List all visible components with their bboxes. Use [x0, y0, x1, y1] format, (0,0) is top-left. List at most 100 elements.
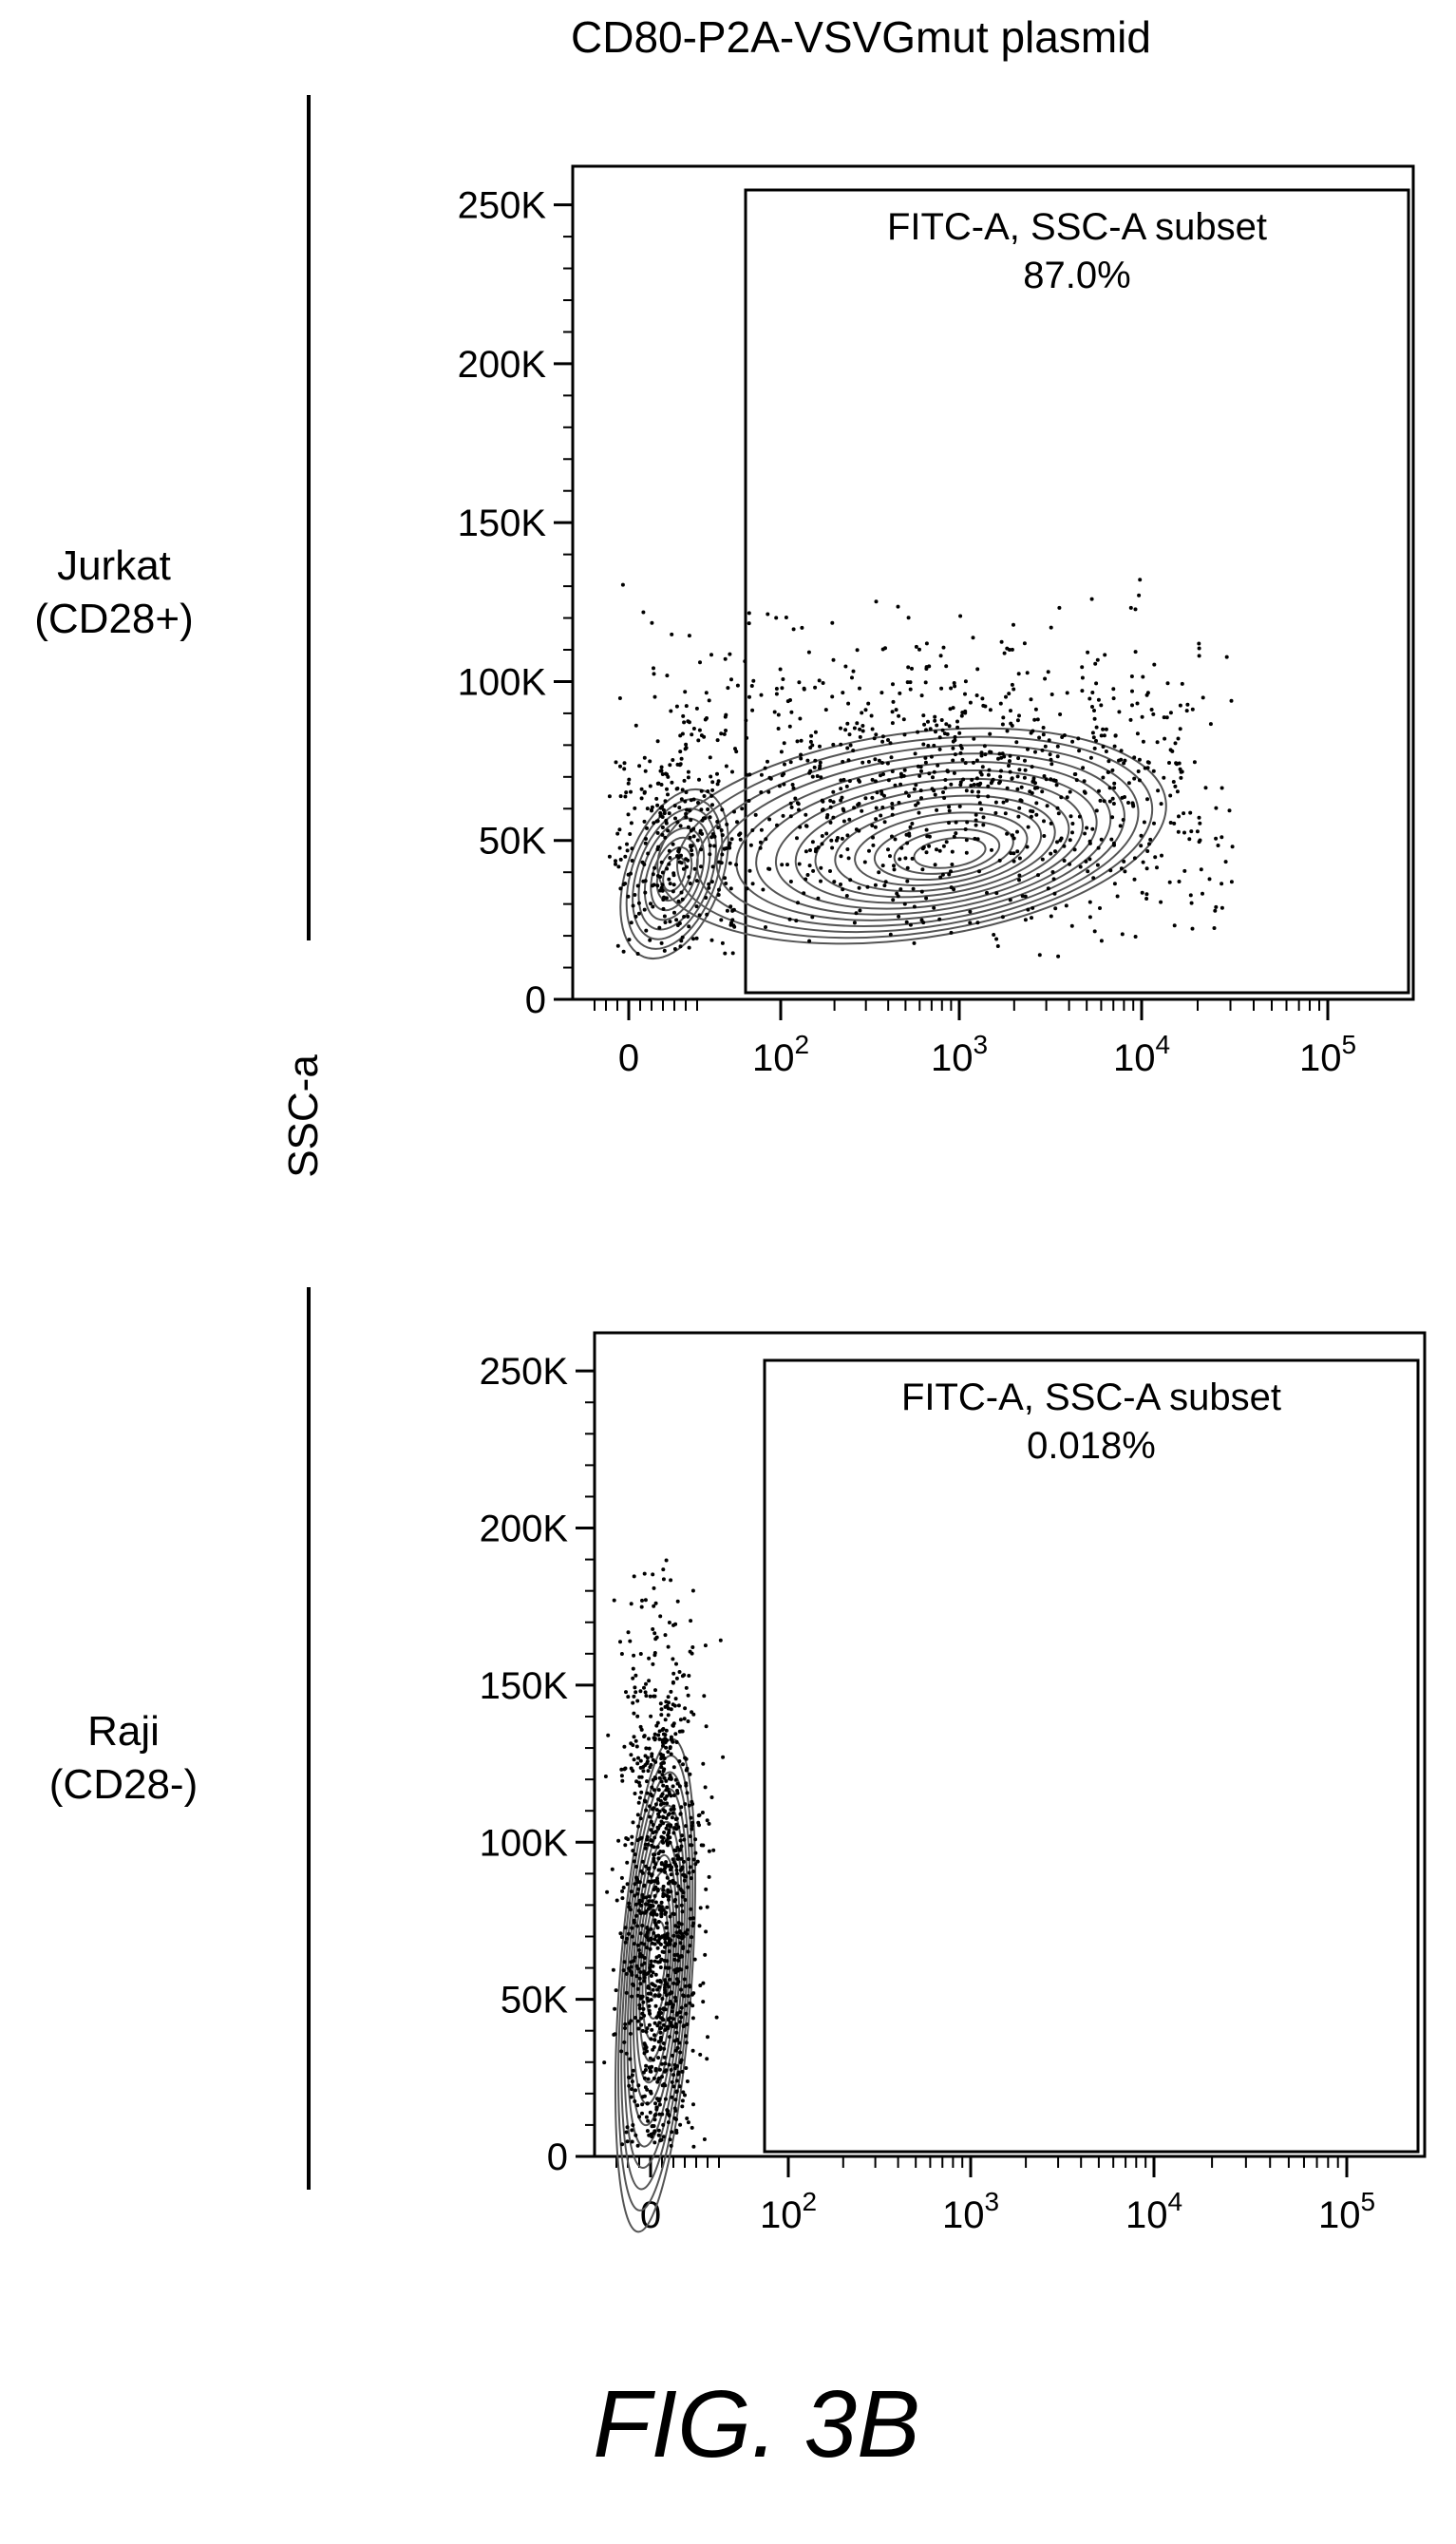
event-dot — [615, 1898, 619, 1903]
event-dot — [1080, 675, 1085, 680]
event-dot — [1188, 893, 1193, 898]
event-dot — [1052, 891, 1057, 896]
event-dot — [642, 1798, 647, 1803]
event-dot — [841, 819, 846, 824]
event-dot — [659, 2035, 663, 2040]
event-dot — [657, 2021, 662, 2025]
event-dot — [738, 837, 743, 842]
event-dot — [888, 741, 893, 746]
event-dot — [637, 2006, 642, 2011]
event-dot — [830, 620, 835, 625]
event-dot — [672, 1703, 677, 1708]
event-dot — [702, 2137, 707, 2141]
event-dot — [974, 823, 978, 827]
event-dot — [918, 788, 923, 793]
event-dot — [988, 708, 993, 712]
event-dot — [1155, 740, 1160, 745]
event-dot — [873, 825, 878, 829]
event-dot — [647, 1871, 652, 1875]
event-dot — [676, 2072, 681, 2077]
event-dot — [669, 1752, 673, 1756]
event-dot — [740, 807, 745, 811]
event-dot — [917, 810, 921, 815]
event-dot — [709, 938, 714, 942]
event-dot — [992, 933, 996, 937]
event-dot — [681, 1872, 686, 1877]
event-dot — [1064, 903, 1068, 908]
event-dot — [710, 832, 715, 836]
event-dot — [1010, 682, 1014, 687]
event-dot — [612, 2032, 616, 2037]
event-dot — [646, 1769, 651, 1774]
event-dot — [959, 713, 964, 718]
event-dot — [911, 886, 916, 891]
event-dot — [690, 2003, 695, 2008]
y-tick-label: 50K — [479, 821, 546, 863]
event-dot — [894, 708, 898, 712]
event-dot — [623, 1926, 628, 1930]
event-dot — [1195, 829, 1200, 834]
event-dot — [659, 1713, 664, 1718]
event-dot — [632, 1574, 636, 1579]
event-dot — [658, 1965, 663, 1969]
event-dot — [1182, 868, 1187, 873]
event-dot — [689, 828, 693, 833]
event-dot — [652, 1852, 657, 1857]
event-dot — [679, 2005, 684, 2010]
row-divider-bottom — [307, 1287, 311, 2190]
event-dot — [690, 1799, 694, 1804]
event-dot — [703, 816, 708, 821]
event-dot — [1049, 625, 1053, 630]
event-dot — [1103, 653, 1107, 657]
event-dot — [1168, 748, 1173, 752]
event-dot — [622, 767, 627, 771]
event-dot — [901, 773, 906, 778]
event-dot — [1087, 857, 1092, 862]
event-dot — [675, 820, 680, 825]
event-dot — [789, 805, 794, 809]
event-dot — [633, 1685, 637, 1690]
event-dot — [674, 1868, 679, 1872]
event-dot — [666, 1864, 671, 1869]
event-dot — [636, 1824, 641, 1829]
event-dot — [691, 1921, 696, 1926]
event-dot — [664, 1815, 669, 1820]
event-dot — [690, 1843, 694, 1848]
event-dot — [993, 810, 998, 815]
x-tick-label: 0 — [618, 1037, 639, 1079]
event-dot — [1046, 886, 1050, 891]
event-dot — [635, 1880, 640, 1885]
event-dot — [905, 841, 910, 845]
event-dot — [1017, 713, 1021, 718]
event-dot — [655, 1825, 660, 1830]
event-dot — [971, 760, 975, 765]
event-dot — [664, 1910, 669, 1915]
event-dot — [766, 789, 771, 794]
event-dot — [676, 1980, 681, 1984]
event-dot — [635, 952, 640, 956]
event-dot — [635, 1714, 640, 1718]
event-dot — [1179, 775, 1183, 780]
event-dot — [910, 856, 915, 861]
event-dot — [648, 2011, 652, 2016]
event-dot — [691, 2144, 696, 2149]
event-dot — [766, 612, 770, 617]
event-dot — [716, 893, 721, 897]
event-dot — [963, 711, 968, 715]
event-dot — [896, 604, 900, 609]
event-dot — [1132, 776, 1137, 781]
event-dot — [874, 806, 879, 810]
event-dot — [671, 2053, 674, 2058]
event-dot — [804, 812, 808, 817]
event-dot — [652, 694, 657, 699]
event-dot — [690, 1935, 694, 1940]
event-dot — [880, 864, 885, 868]
event-dot — [974, 818, 978, 823]
event-dot — [955, 719, 959, 724]
event-dot — [650, 1838, 654, 1843]
event-dot — [651, 1987, 655, 1992]
event-dot — [817, 678, 822, 683]
event-dot — [631, 2123, 635, 2127]
event-dot — [684, 815, 689, 820]
